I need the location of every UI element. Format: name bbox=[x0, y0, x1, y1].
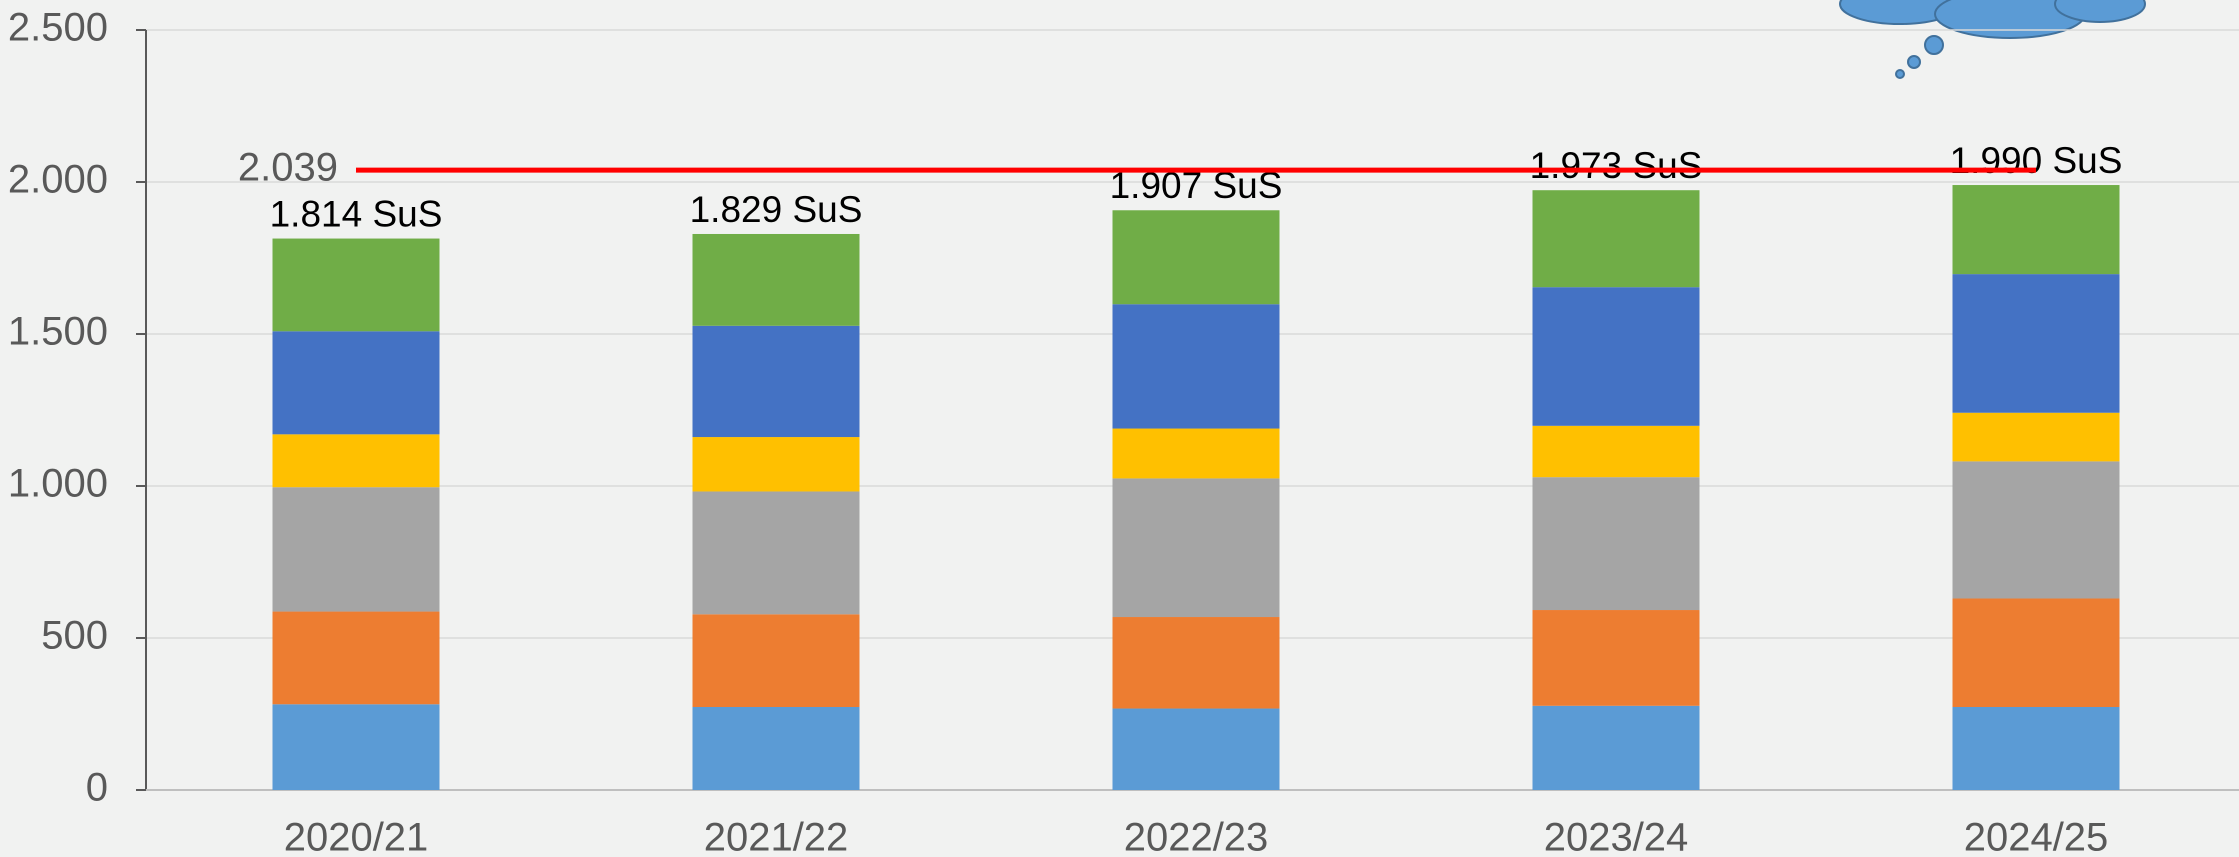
y-tick-label: 500 bbox=[41, 614, 108, 658]
bar-segment bbox=[1113, 210, 1280, 304]
bar-segment bbox=[1113, 429, 1280, 479]
bar-segment bbox=[1113, 617, 1280, 709]
bar-segment bbox=[1953, 707, 2120, 790]
bar-segment bbox=[1533, 706, 1700, 790]
total-label: 1.829 SuS bbox=[690, 189, 863, 230]
bar-segment bbox=[273, 487, 440, 611]
y-tick-label: 1.000 bbox=[8, 462, 108, 506]
bar-segment bbox=[1953, 598, 2120, 707]
bar-segment bbox=[273, 612, 440, 705]
x-tick-label: 2020/21 bbox=[284, 816, 429, 857]
bar-segment bbox=[693, 614, 860, 707]
total-label: 1.814 SuS bbox=[270, 193, 443, 234]
bar-segment bbox=[1113, 709, 1280, 790]
bar-segment bbox=[1953, 185, 2120, 274]
chart: 0 500 1.000 1.500 2.000 2.500 2020/21 1.814 SuS… bbox=[0, 0, 2239, 857]
bar-segment bbox=[1533, 477, 1700, 610]
bar-segment bbox=[273, 704, 440, 790]
bar-segment bbox=[1953, 461, 2120, 598]
x-tick-label: 2023/24 bbox=[1544, 816, 1689, 857]
bar-segment bbox=[693, 707, 860, 790]
x-tick-label: 2022/23 bbox=[1124, 816, 1269, 857]
bar-segment bbox=[693, 326, 860, 437]
bar-segment bbox=[1533, 426, 1700, 477]
bar-segment bbox=[273, 434, 440, 487]
y-tick-label: 2.500 bbox=[8, 6, 108, 50]
y-tick-label: 0 bbox=[86, 766, 108, 810]
x-tick-label: 2024/25 bbox=[1964, 816, 2109, 857]
page: 0 500 1.000 1.500 2.000 2.500 2020/21 1.814 SuS… bbox=[0, 0, 2239, 857]
bar-segment bbox=[1953, 274, 2120, 413]
bar-segment bbox=[693, 437, 860, 491]
y-tick-label: 2.000 bbox=[8, 158, 108, 202]
bar-segment bbox=[1533, 610, 1700, 706]
bar-segment bbox=[1533, 287, 1700, 426]
reference-label: 2.039 bbox=[238, 146, 338, 190]
bar-segment bbox=[1533, 190, 1700, 287]
y-tick-label: 1.500 bbox=[8, 310, 108, 354]
bar-segment bbox=[1113, 304, 1280, 428]
bar-segment bbox=[273, 331, 440, 434]
x-tick-label: 2021/22 bbox=[704, 816, 849, 857]
bar-segment bbox=[1113, 478, 1280, 617]
bar-segment bbox=[273, 239, 440, 332]
bar-segment bbox=[693, 234, 860, 326]
total-label: 1.990 SuS bbox=[1950, 140, 2123, 181]
total-label: 1.973 SuS bbox=[1530, 145, 1703, 186]
bar-segment bbox=[1953, 413, 2120, 462]
bar-segment bbox=[693, 491, 860, 614]
